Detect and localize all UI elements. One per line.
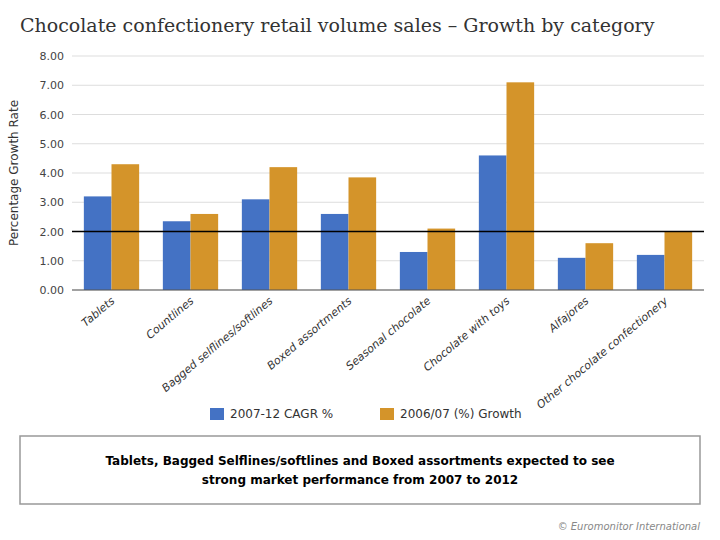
y-tick-label: 1.00	[40, 255, 65, 268]
grid	[72, 56, 704, 290]
bar	[242, 199, 270, 290]
copyright: © Euromonitor International	[558, 521, 701, 532]
bar	[479, 155, 507, 290]
reference-line	[72, 231, 704, 233]
bar	[400, 252, 428, 290]
bar	[270, 167, 298, 290]
bar	[349, 177, 377, 290]
bar	[637, 255, 665, 290]
grid-line	[72, 173, 704, 174]
grid-line	[72, 202, 704, 203]
legend-label: 2006/07 (%) Growth	[400, 407, 522, 421]
bar	[84, 196, 112, 290]
bar	[558, 258, 586, 290]
footnote-box	[20, 436, 700, 504]
y-tick-label: 5.00	[40, 138, 65, 151]
x-axis-line	[72, 290, 704, 291]
grid-line	[72, 290, 704, 291]
page: {"chart_data": {"type": "bar", "title": …	[0, 0, 720, 540]
bar	[321, 214, 349, 290]
x-tick-label: Tablets	[79, 294, 118, 329]
bar	[112, 164, 140, 290]
x-tick-label: Countlines	[143, 294, 196, 342]
y-tick-label: 7.00	[40, 79, 65, 92]
chart: Chocolate confectionery retail volume sa…	[0, 0, 720, 540]
footnote: Tablets, Bagged Selflines/softlines and …	[105, 454, 614, 487]
footnote-line: strong market performance from 2007 to 2…	[202, 473, 518, 487]
bar	[665, 232, 693, 291]
y-tick-label: 6.00	[40, 109, 65, 122]
grid-line	[72, 231, 704, 232]
y-tick-label: 2.00	[40, 226, 65, 239]
x-tick-label: Other chocolate confectionery	[534, 294, 671, 412]
legend-swatch	[380, 408, 394, 420]
legend-label: 2007-12 CAGR %	[230, 407, 333, 421]
legend-swatch	[210, 408, 224, 420]
grid-line	[72, 114, 704, 115]
x-tick-label: Alfajores	[546, 294, 592, 336]
x-tick-label: Bagged selflines/softlines	[159, 294, 275, 395]
bar	[507, 82, 535, 290]
bar	[586, 243, 614, 290]
x-tick-label: Chocolate with toys	[421, 294, 513, 374]
x-tick-label: Seasonal chocolate	[343, 294, 433, 373]
footnote-line: Tablets, Bagged Selflines/softlines and …	[105, 454, 614, 468]
bars	[72, 82, 704, 290]
grid-line	[72, 85, 704, 86]
y-tick-label: 0.00	[40, 284, 65, 297]
y-axis-label: Percentage Growth Rate	[7, 100, 21, 246]
legend: 2007-12 CAGR % 2006/07 (%) Growth	[210, 407, 522, 421]
x-tick-label: Boxed assortments	[265, 294, 355, 372]
grid-line	[72, 143, 704, 144]
grid-line	[72, 56, 704, 57]
bar	[191, 214, 219, 290]
title: Chocolate confectionery retail volume sa…	[20, 14, 655, 36]
y-tick-label: 3.00	[40, 196, 65, 209]
bar	[428, 229, 456, 290]
y-tick-label: 4.00	[40, 167, 65, 180]
y-tick-label: 8.00	[40, 50, 65, 63]
